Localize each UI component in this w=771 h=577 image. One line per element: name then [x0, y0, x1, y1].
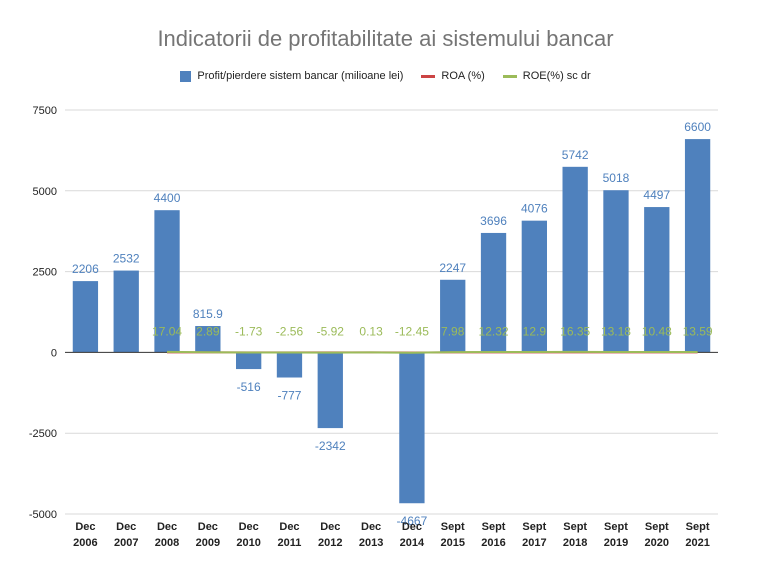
- bar-value-label: -777: [277, 389, 301, 403]
- x-tick-label-year: 2013: [359, 537, 383, 549]
- x-tick-label-year: 2007: [114, 537, 138, 549]
- x-tick-label-month: Dec: [157, 521, 177, 533]
- x-tick-label-year: 2014: [400, 537, 425, 549]
- bar: [684, 139, 711, 353]
- x-tick-label-year: 2018: [563, 537, 587, 549]
- y-tick-label: 2500: [33, 267, 57, 279]
- y-tick-label: 5000: [33, 186, 57, 198]
- y-tick-label: 7500: [33, 105, 57, 117]
- x-tick-label-month: Sept: [686, 521, 710, 533]
- bar: [644, 207, 670, 353]
- x-tick-label-year: 2008: [155, 537, 179, 549]
- y-tick-label: 0: [51, 347, 57, 359]
- bar: [399, 352, 425, 504]
- x-tick-label-year: 2020: [645, 537, 669, 549]
- legend-swatch-roa: [421, 74, 436, 78]
- roe-value-label: 7.98: [441, 324, 465, 338]
- roe-value-label: -12.45: [395, 324, 429, 338]
- roe-value-label: 10.48: [642, 324, 672, 338]
- roe-value-label: 16.35: [560, 324, 590, 338]
- bar-value-label: -2342: [315, 439, 346, 453]
- bar-value-label: 6600: [684, 120, 711, 134]
- legend-swatch-roe: [502, 74, 517, 78]
- roe-value-label: 2.89: [196, 324, 220, 338]
- x-tick-label-month: Dec: [402, 521, 422, 533]
- roe-value-label: 17.04: [152, 324, 182, 338]
- bar-value-label: -516: [237, 380, 261, 394]
- bar: [603, 190, 629, 353]
- bar: [440, 279, 466, 353]
- legend-item-profit: Profit/pierdere sistem bancar (milioane …: [180, 70, 403, 82]
- bar-value-label: 5742: [562, 148, 589, 162]
- bar-value-label: 815.9: [193, 307, 223, 321]
- bar-value-label: 5018: [603, 171, 630, 185]
- bar: [480, 232, 507, 353]
- roe-value-label: -2.56: [276, 324, 304, 338]
- roe-line: [167, 350, 698, 354]
- x-tick-label-month: Sept: [482, 521, 506, 533]
- bar: [317, 352, 343, 429]
- bar-value-label: -4667: [397, 514, 428, 528]
- legend-swatch-profit: [180, 70, 192, 82]
- legend: Profit/pierdere sistem bancar (milioane …: [0, 70, 771, 82]
- roe-value-label: 12.9: [523, 324, 547, 338]
- x-tick-label-year: 2010: [236, 537, 260, 549]
- bar-value-label: 2247: [439, 261, 466, 275]
- x-tick-label-year: 2017: [522, 537, 546, 549]
- x-tick-label-month: Dec: [239, 521, 259, 533]
- x-tick-label-month: Dec: [116, 521, 136, 533]
- bar-value-label: 2532: [113, 252, 140, 266]
- legend-label-roe: ROE(%) sc dr: [522, 70, 591, 82]
- x-tick-label-month: Sept: [645, 521, 669, 533]
- bar: [521, 220, 547, 353]
- roe-value-label: 13.18: [601, 324, 631, 338]
- legend-label-profit: Profit/pierdere sistem bancar (milioane …: [197, 70, 404, 82]
- bar-value-label: 2206: [72, 262, 99, 276]
- x-tick-label-month: Sept: [522, 521, 546, 533]
- x-tick-label-month: Dec: [75, 521, 95, 533]
- roe-value-label: -1.73: [235, 324, 263, 338]
- x-tick-label-year: 2016: [481, 537, 505, 549]
- bar-value-label: 3696: [480, 214, 507, 228]
- roe-value-label: -5.92: [317, 324, 345, 338]
- legend-label-roa: ROA (%): [441, 70, 485, 82]
- bar: [113, 270, 139, 353]
- bar-value-label: 4400: [154, 191, 181, 205]
- x-tick-label-year: 2012: [318, 537, 342, 549]
- x-tick-label-year: 2019: [604, 537, 628, 549]
- y-tick-label: -5000: [29, 509, 57, 521]
- bar: [195, 326, 221, 353]
- x-tick-label-month: Dec: [361, 521, 381, 533]
- bar-value-label: 4497: [643, 188, 670, 202]
- bar-value-label: 4076: [521, 202, 548, 216]
- x-tick-label-month: Dec: [198, 521, 218, 533]
- bar: [562, 166, 588, 353]
- roe-value-label: 12.32: [479, 324, 509, 338]
- legend-item-roa: ROA (%): [421, 70, 485, 82]
- legend-item-roe: ROE(%) sc dr: [502, 70, 591, 82]
- bar: [72, 281, 99, 353]
- x-tick-label-year: 2015: [440, 537, 464, 549]
- roe-value-label: 0.13: [359, 324, 383, 338]
- x-tick-label-year: 2006: [73, 537, 97, 549]
- chart-title: Indicatorii de profitabilitate ai sistem…: [157, 26, 614, 51]
- x-tick-label-year: 2009: [196, 537, 220, 549]
- bar: [236, 352, 262, 370]
- x-tick-label-month: Sept: [604, 521, 628, 533]
- roe-value-label: 13.59: [683, 324, 713, 338]
- x-tick-label-month: Dec: [279, 521, 299, 533]
- x-tick-label-month: Dec: [320, 521, 340, 533]
- bar: [276, 352, 303, 378]
- x-tick-label-year: 2021: [685, 537, 709, 549]
- x-tick-label-month: Sept: [441, 521, 465, 533]
- y-tick-label: -2500: [29, 428, 57, 440]
- bar: [154, 210, 180, 353]
- x-tick-label-month: Sept: [563, 521, 587, 533]
- x-tick-label-year: 2011: [278, 537, 302, 549]
